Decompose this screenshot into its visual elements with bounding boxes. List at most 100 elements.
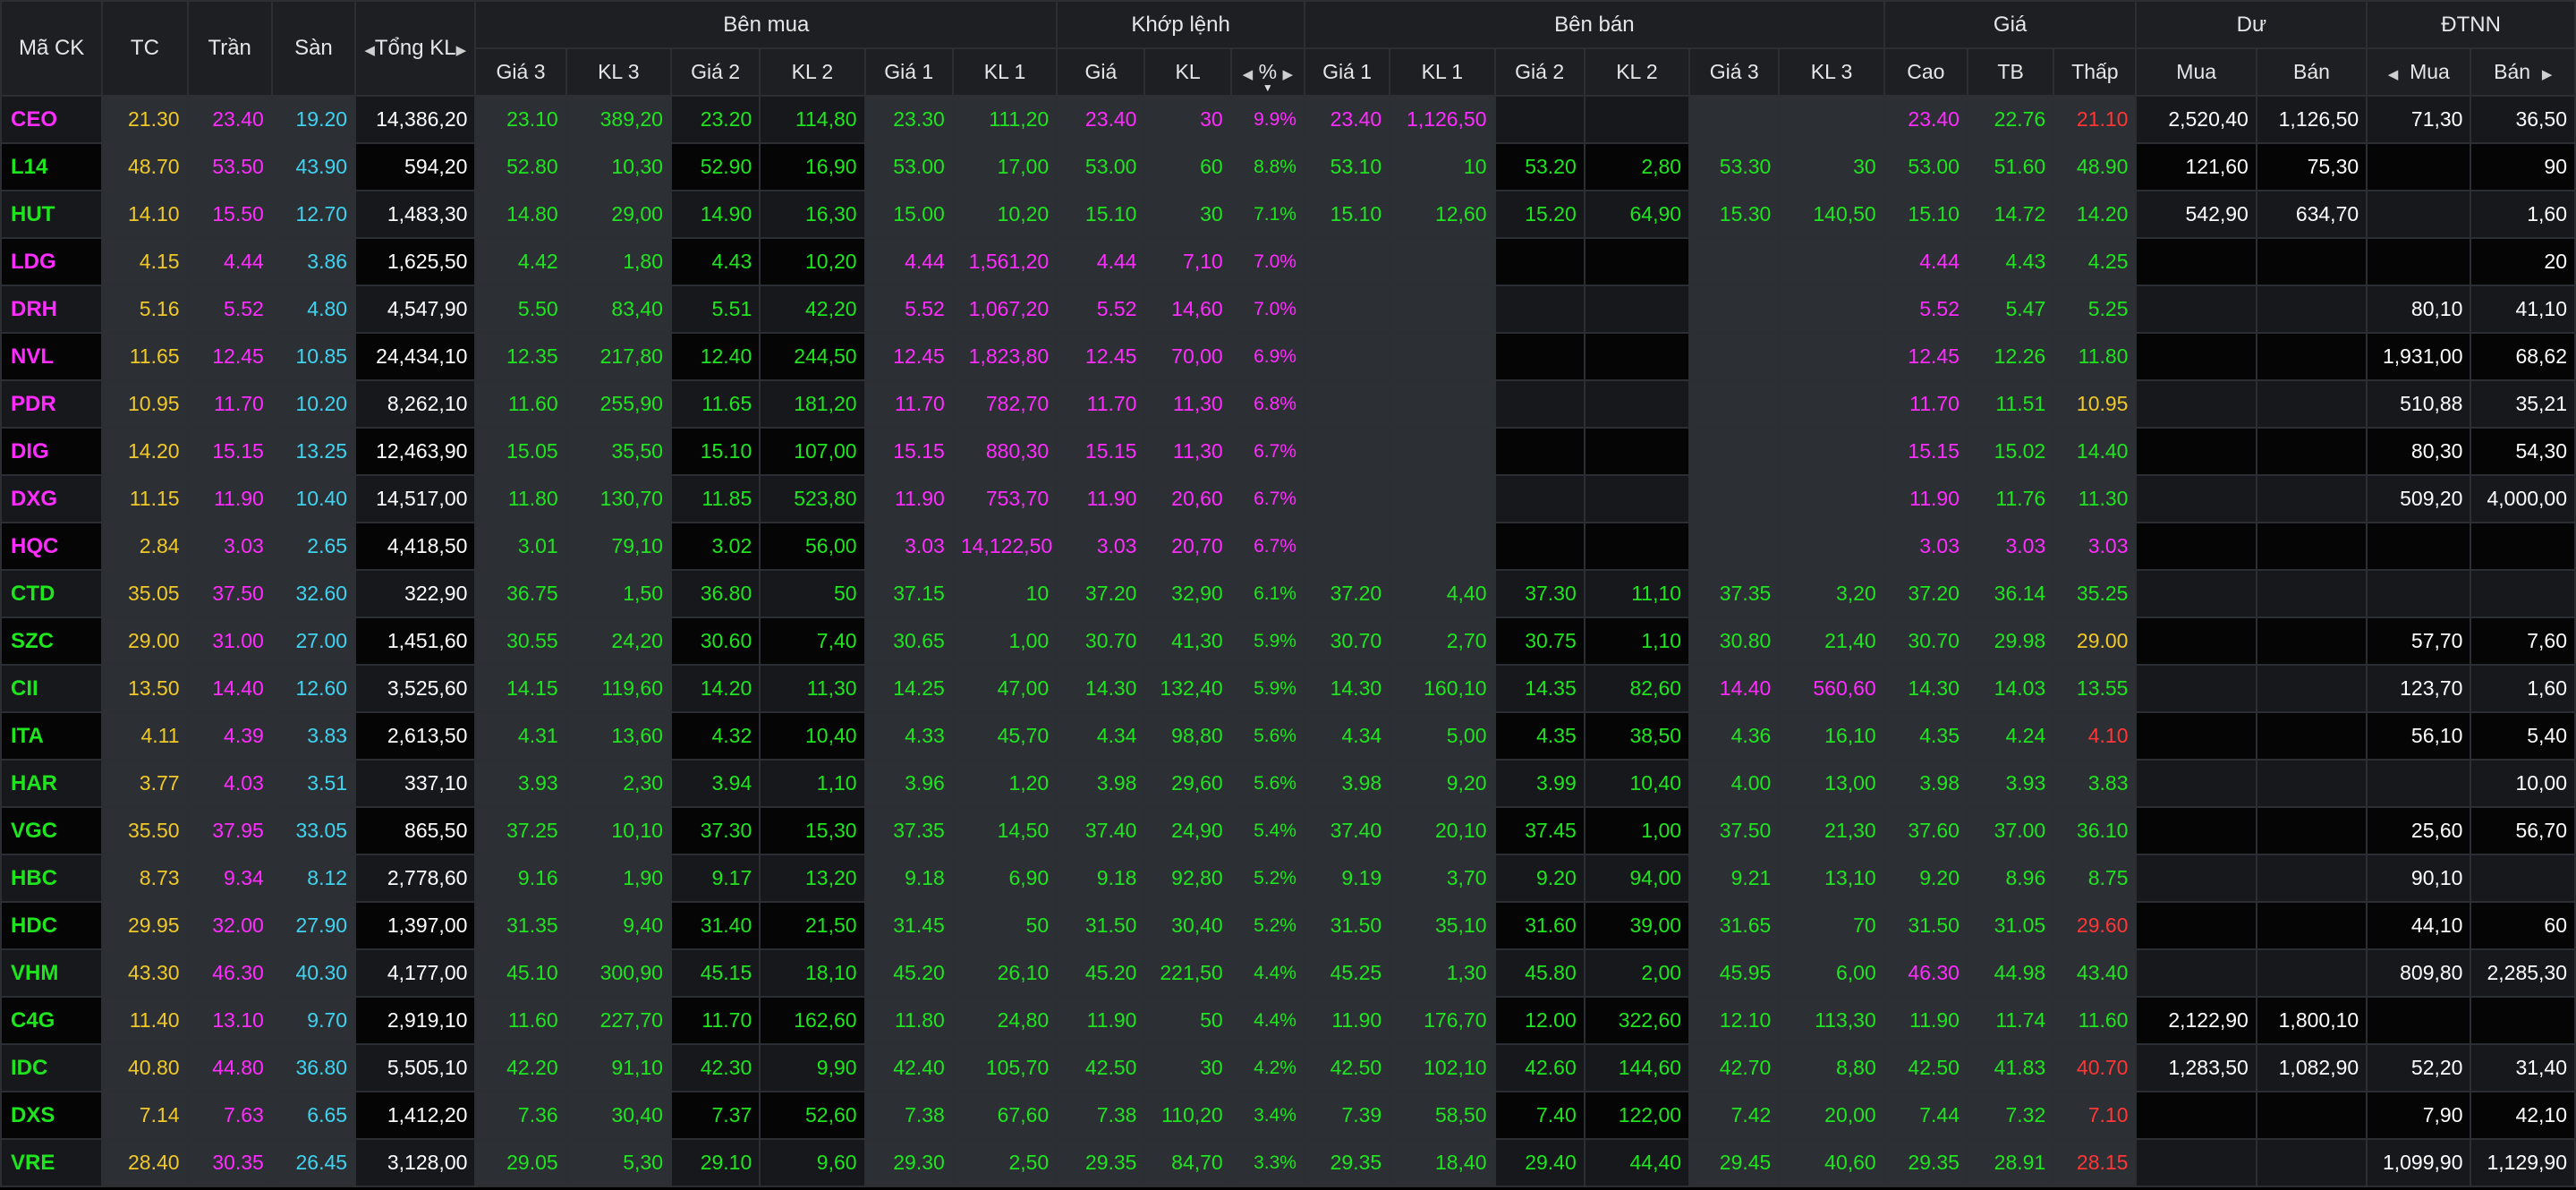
- ref-price-cell: 11.40: [101, 996, 189, 1045]
- table-row[interactable]: HBC 8.73 9.34 8.12 2,778,60 9.16 1,90 9.17 13,20…: [0, 854, 2576, 903]
- col-buy-price1-header[interactable]: Giá 1: [863, 47, 954, 97]
- symbol-cell[interactable]: ITA: [0, 711, 104, 761]
- table-row[interactable]: CTD 35.05 37.50 32.60 322,90 36.75 1,50 36.80 50…: [0, 569, 2576, 618]
- symbol-cell[interactable]: DXG: [0, 474, 104, 523]
- col-foreign-sell-header[interactable]: Bán ▶: [2470, 47, 2576, 97]
- col-total-volume-header[interactable]: ◀Tổng KL▶: [354, 0, 477, 97]
- table-row[interactable]: DXS 7.14 7.63 6.65 1,412,20 7.36 30,40 7.37 52,6…: [0, 1091, 2576, 1140]
- col-symbol-header[interactable]: Mã CK: [0, 0, 104, 97]
- col-buy-vol3-header[interactable]: KL 3: [565, 47, 672, 97]
- symbol-cell[interactable]: C4G: [0, 996, 104, 1045]
- col-match-pct-header[interactable]: ◀ % ▶ ▼: [1229, 47, 1305, 97]
- symbol-cell[interactable]: L14: [0, 142, 104, 191]
- high-price-cell: 4.44: [1883, 237, 1968, 286]
- symbol-cell[interactable]: VGC: [0, 806, 104, 855]
- caret-right-icon[interactable]: ▶: [1282, 67, 1293, 82]
- col-buy-price3-header[interactable]: Giá 3: [474, 47, 567, 97]
- sell-vol1-cell: [1389, 379, 1496, 429]
- buy-price1-cell: 31.45: [863, 901, 954, 950]
- col-low-header[interactable]: Thấp: [2053, 47, 2138, 97]
- sell-vol1-cell: 18,40: [1389, 1138, 1496, 1187]
- match-pct-cell: 9.9%: [1229, 95, 1305, 144]
- table-row[interactable]: CEO 21.30 23.40 19.20 14,386,20 23.10 389,20 23…: [0, 95, 2576, 144]
- symbol-cell[interactable]: IDC: [0, 1043, 104, 1092]
- col-sell-vol1-header[interactable]: KL 1: [1389, 47, 1496, 97]
- col-buy-vol1-header[interactable]: KL 1: [951, 47, 1058, 97]
- sell-price3-cell: 14.40: [1688, 664, 1781, 713]
- symbol-cell[interactable]: VHM: [0, 948, 104, 998]
- symbol-cell[interactable]: PDR: [0, 379, 104, 429]
- table-row[interactable]: HQC 2.84 3.03 2.65 4,418,50 3.01 79,10 3.02 56,0…: [0, 522, 2576, 571]
- symbol-cell[interactable]: DXS: [0, 1091, 104, 1140]
- col-high-header[interactable]: Cao: [1883, 47, 1968, 97]
- table-row[interactable]: SZC 29.00 31.00 27.00 1,451,60 30.55 24,20 30.6…: [0, 616, 2576, 666]
- symbol-cell[interactable]: HAR: [0, 759, 104, 808]
- caret-right-icon[interactable]: ▶: [2541, 67, 2553, 82]
- col-avg-header[interactable]: TB: [1966, 47, 2055, 97]
- symbol-cell[interactable]: VRE: [0, 1138, 104, 1187]
- col-ceiling-header[interactable]: Trần: [186, 0, 273, 97]
- caret-left-icon[interactable]: ◀: [364, 43, 375, 58]
- symbol-cell[interactable]: DIG: [0, 427, 104, 476]
- table-row[interactable]: DRH 5.16 5.52 4.80 4,547,90 5.50 83,40 5.51 42,2…: [0, 285, 2576, 334]
- symbol-cell[interactable]: DRH: [0, 285, 104, 334]
- remain-buy-cell: [2135, 616, 2257, 666]
- match-pct-cell: 6.9%: [1229, 332, 1305, 381]
- table-row[interactable]: DXG 11.15 11.90 10.40 14,517,00 11.80 130,70 11…: [0, 474, 2576, 523]
- col-remain-buy-header[interactable]: Mua: [2135, 47, 2257, 97]
- remain-buy-cell: 1,283,50: [2135, 1043, 2257, 1092]
- symbol-cell[interactable]: HDC: [0, 901, 104, 950]
- symbol-cell[interactable]: SZC: [0, 616, 104, 666]
- total-volume-cell: 1,483,30: [354, 190, 477, 239]
- symbol-cell[interactable]: CEO: [0, 95, 104, 144]
- symbol-cell[interactable]: LDG: [0, 237, 104, 286]
- col-foreign-buy-header[interactable]: ◀ Mua: [2366, 47, 2472, 97]
- table-row[interactable]: CII 13.50 14.40 12.60 3,525,60 14.15 119,60 14.…: [0, 664, 2576, 713]
- col-ref-header[interactable]: TC: [101, 0, 189, 97]
- caret-right-icon[interactable]: ▶: [455, 43, 467, 58]
- col-sell-price1-header[interactable]: Giá 1: [1303, 47, 1391, 97]
- table-row[interactable]: L14 48.70 53.50 43.90 594,20 52.80 10,30 52.90 1…: [0, 142, 2576, 191]
- foreign-group-header: ĐTNN: [2366, 0, 2576, 49]
- match-vol-cell: 30: [1143, 1043, 1232, 1092]
- remain-buy-cell: [2135, 806, 2257, 855]
- table-row[interactable]: HUT 14.10 15.50 12.70 1,483,30 14.80 29,00 14.9…: [0, 190, 2576, 239]
- symbol-cell[interactable]: HQC: [0, 522, 104, 571]
- table-row[interactable]: IDC 40.80 44.80 36.80 5,505,10 42.20 91,10 42.3…: [0, 1043, 2576, 1092]
- high-price-cell: 15.10: [1883, 190, 1968, 239]
- symbol-cell[interactable]: HBC: [0, 854, 104, 903]
- table-row[interactable]: LDG 4.15 4.44 3.86 1,625,50 4.42 1,80 4.43 10,20…: [0, 237, 2576, 286]
- remain-buy-cell: [2135, 285, 2257, 334]
- symbol-cell[interactable]: NVL: [0, 332, 104, 381]
- remain-sell-cell: [2255, 854, 2368, 903]
- table-row[interactable]: DIG 14.20 15.15 13.25 12,463,90 15.05 35,50 15.…: [0, 427, 2576, 476]
- caret-left-icon[interactable]: ◀: [1242, 67, 1254, 82]
- caret-left-icon[interactable]: ◀: [2387, 67, 2399, 82]
- symbol-cell[interactable]: CTD: [0, 569, 104, 618]
- match-vol-cell: 84,70: [1143, 1138, 1232, 1187]
- table-row[interactable]: HDC 29.95 32.00 27.90 1,397,00 31.35 9,40 31.40…: [0, 901, 2576, 950]
- col-remain-sell-header[interactable]: Bán: [2255, 47, 2368, 97]
- col-sell-vol3-header[interactable]: KL 3: [1778, 47, 1885, 97]
- col-sell-vol2-header[interactable]: KL 2: [1583, 47, 1691, 97]
- table-row[interactable]: C4G 11.40 13.10 9.70 2,919,10 11.60 227,70 11.7…: [0, 996, 2576, 1045]
- buy-price2-cell: 30.60: [669, 616, 761, 666]
- col-sell-price3-header[interactable]: Giá 3: [1688, 47, 1781, 97]
- col-floor-header[interactable]: Sàn: [270, 0, 357, 97]
- col-match-vol-header[interactable]: KL: [1143, 47, 1232, 97]
- col-match-price-header[interactable]: Giá: [1056, 47, 1146, 97]
- col-buy-price2-header[interactable]: Giá 2: [669, 47, 761, 97]
- table-row[interactable]: VGC 35.50 37.95 33.05 865,50 37.25 10,10 37.30 1…: [0, 806, 2576, 855]
- table-row[interactable]: ITA 4.11 4.39 3.83 2,613,50 4.31 13,60 4.32 10,4…: [0, 711, 2576, 761]
- symbol-cell[interactable]: HUT: [0, 190, 104, 239]
- table-row[interactable]: VHM 43.30 46.30 40.30 4,177,00 45.10 300,90 45.…: [0, 948, 2576, 998]
- ceiling-price-cell: 23.40: [186, 95, 273, 144]
- col-sell-price2-header[interactable]: Giá 2: [1493, 47, 1586, 97]
- table-row[interactable]: VRE 28.40 30.35 26.45 3,128,00 29.05 5,30 29.10…: [0, 1138, 2576, 1187]
- table-row[interactable]: HAR 3.77 4.03 3.51 337,10 3.93 2,30 3.94 1,10 3.9…: [0, 759, 2576, 808]
- table-row[interactable]: PDR 10.95 11.70 10.20 8,262,10 11.60 255,90 11.…: [0, 379, 2576, 429]
- buy-price2-cell: 11.85: [669, 474, 761, 523]
- symbol-cell[interactable]: CII: [0, 664, 104, 713]
- col-buy-vol2-header[interactable]: KL 2: [759, 47, 866, 97]
- table-row[interactable]: NVL 11.65 12.45 10.85 24,434,10 12.35 217,80 12…: [0, 332, 2576, 381]
